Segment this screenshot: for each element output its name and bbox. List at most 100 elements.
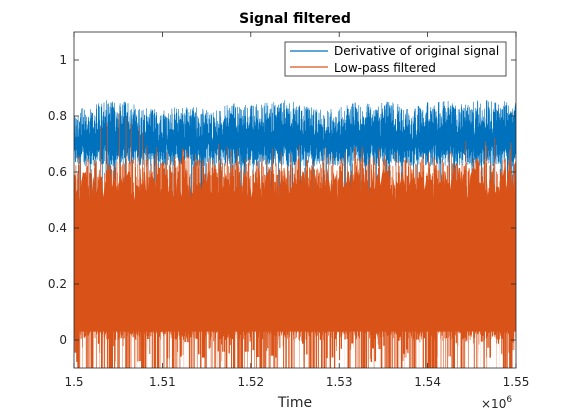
series-gap	[406, 353, 409, 368]
series-gap	[266, 350, 268, 368]
series-gap	[442, 341, 443, 368]
series-gap	[344, 339, 347, 368]
x-exponent-label: ×106	[481, 395, 512, 411]
series-gap	[340, 348, 343, 368]
series-gap	[398, 340, 400, 368]
series-gap	[404, 357, 407, 368]
series-gap	[221, 344, 222, 368]
x-exponent-power: 6	[506, 395, 512, 405]
series-gap	[437, 356, 439, 368]
legend: Derivative of original signal Low-pass f…	[284, 41, 507, 77]
series-gap	[345, 338, 348, 368]
x-axis-label: Time	[277, 395, 312, 411]
series-gap	[403, 353, 405, 368]
series-gap	[97, 343, 100, 368]
series-gap	[416, 339, 419, 368]
legend-label-lowpass: Low-pass filtered	[334, 61, 436, 75]
series-gap	[331, 357, 334, 368]
series-gap	[217, 351, 219, 368]
series-gap	[455, 343, 458, 368]
series-gap	[294, 342, 298, 368]
series-gap	[74, 352, 77, 368]
x-tick-label: 1.55	[503, 375, 530, 389]
series-gap	[84, 348, 86, 368]
series-gap	[383, 345, 385, 368]
series-gap	[137, 361, 140, 368]
series-gap	[497, 344, 500, 368]
series-gap	[247, 351, 250, 368]
series-gap	[480, 341, 484, 368]
x-tick-label: 1.51	[149, 375, 176, 389]
series-gap	[147, 347, 149, 368]
axes-frame	[73, 31, 517, 369]
series-gap	[115, 361, 117, 368]
series-gap	[512, 350, 515, 368]
series-gap	[419, 342, 422, 368]
legend-label-derivative: Derivative of original signal	[334, 44, 499, 58]
series-gap	[267, 348, 269, 368]
series-gap	[278, 347, 281, 368]
series-gap	[370, 362, 373, 368]
series-gap	[493, 358, 496, 368]
series-gap	[508, 352, 510, 368]
series-gap	[275, 357, 277, 368]
y-tick-label: 0.6	[48, 165, 67, 179]
chart-title: Signal filtered	[239, 11, 351, 27]
series-gap	[319, 339, 321, 368]
series-gap	[148, 354, 151, 368]
series-gap	[201, 357, 205, 368]
series-gap	[181, 355, 184, 368]
series-gap	[122, 346, 125, 368]
x-axis: 1.5 1.51 1.52 1.53 1.54 1.55	[64, 32, 529, 389]
series-gap	[369, 358, 371, 368]
series-gap	[184, 342, 187, 368]
series-gap	[244, 351, 248, 368]
series-gap	[501, 353, 503, 368]
series-gap	[249, 341, 251, 368]
series-gap	[186, 342, 189, 368]
series-gap	[351, 343, 354, 368]
series-gap	[515, 338, 516, 368]
series-gap	[252, 350, 255, 368]
x-exponent-base: ×10	[481, 397, 506, 411]
series-gap	[210, 347, 212, 368]
series-gap	[372, 348, 374, 368]
y-tick-label: 0.2	[48, 277, 67, 291]
series-gap	[99, 352, 101, 368]
x-tick-label: 1.5	[64, 375, 83, 389]
series-gap	[81, 347, 83, 368]
series-gap	[280, 346, 284, 368]
series-gap	[208, 348, 210, 368]
series-gap	[327, 359, 330, 368]
series-gap	[465, 341, 468, 368]
series-gap	[270, 355, 274, 368]
series-gap	[491, 342, 493, 368]
series-gap	[197, 354, 201, 368]
series-gap	[496, 343, 499, 368]
series-layer	[74, 100, 516, 368]
series-gap	[470, 340, 472, 368]
series-gap	[76, 361, 78, 368]
series-gap	[374, 361, 377, 368]
series-gap	[177, 351, 179, 368]
series-gap	[228, 355, 231, 368]
series-gap	[353, 348, 355, 368]
axes-box	[73, 31, 517, 369]
y-tick-label: 0.4	[48, 221, 67, 235]
series-gap	[167, 358, 170, 368]
series-gap	[195, 338, 197, 368]
series-gap	[139, 361, 141, 368]
series-gap	[448, 356, 451, 368]
y-tick-label: 0	[59, 333, 67, 347]
series-gap	[489, 357, 491, 368]
series-gap	[350, 349, 352, 368]
series-gap	[471, 343, 474, 368]
legend-box	[284, 41, 507, 77]
series-gap	[113, 346, 115, 368]
series-gap	[326, 358, 329, 368]
series-gap	[105, 344, 107, 368]
x-tick-label: 1.52	[237, 375, 264, 389]
series-gap	[478, 344, 480, 368]
series-gap	[304, 354, 308, 368]
